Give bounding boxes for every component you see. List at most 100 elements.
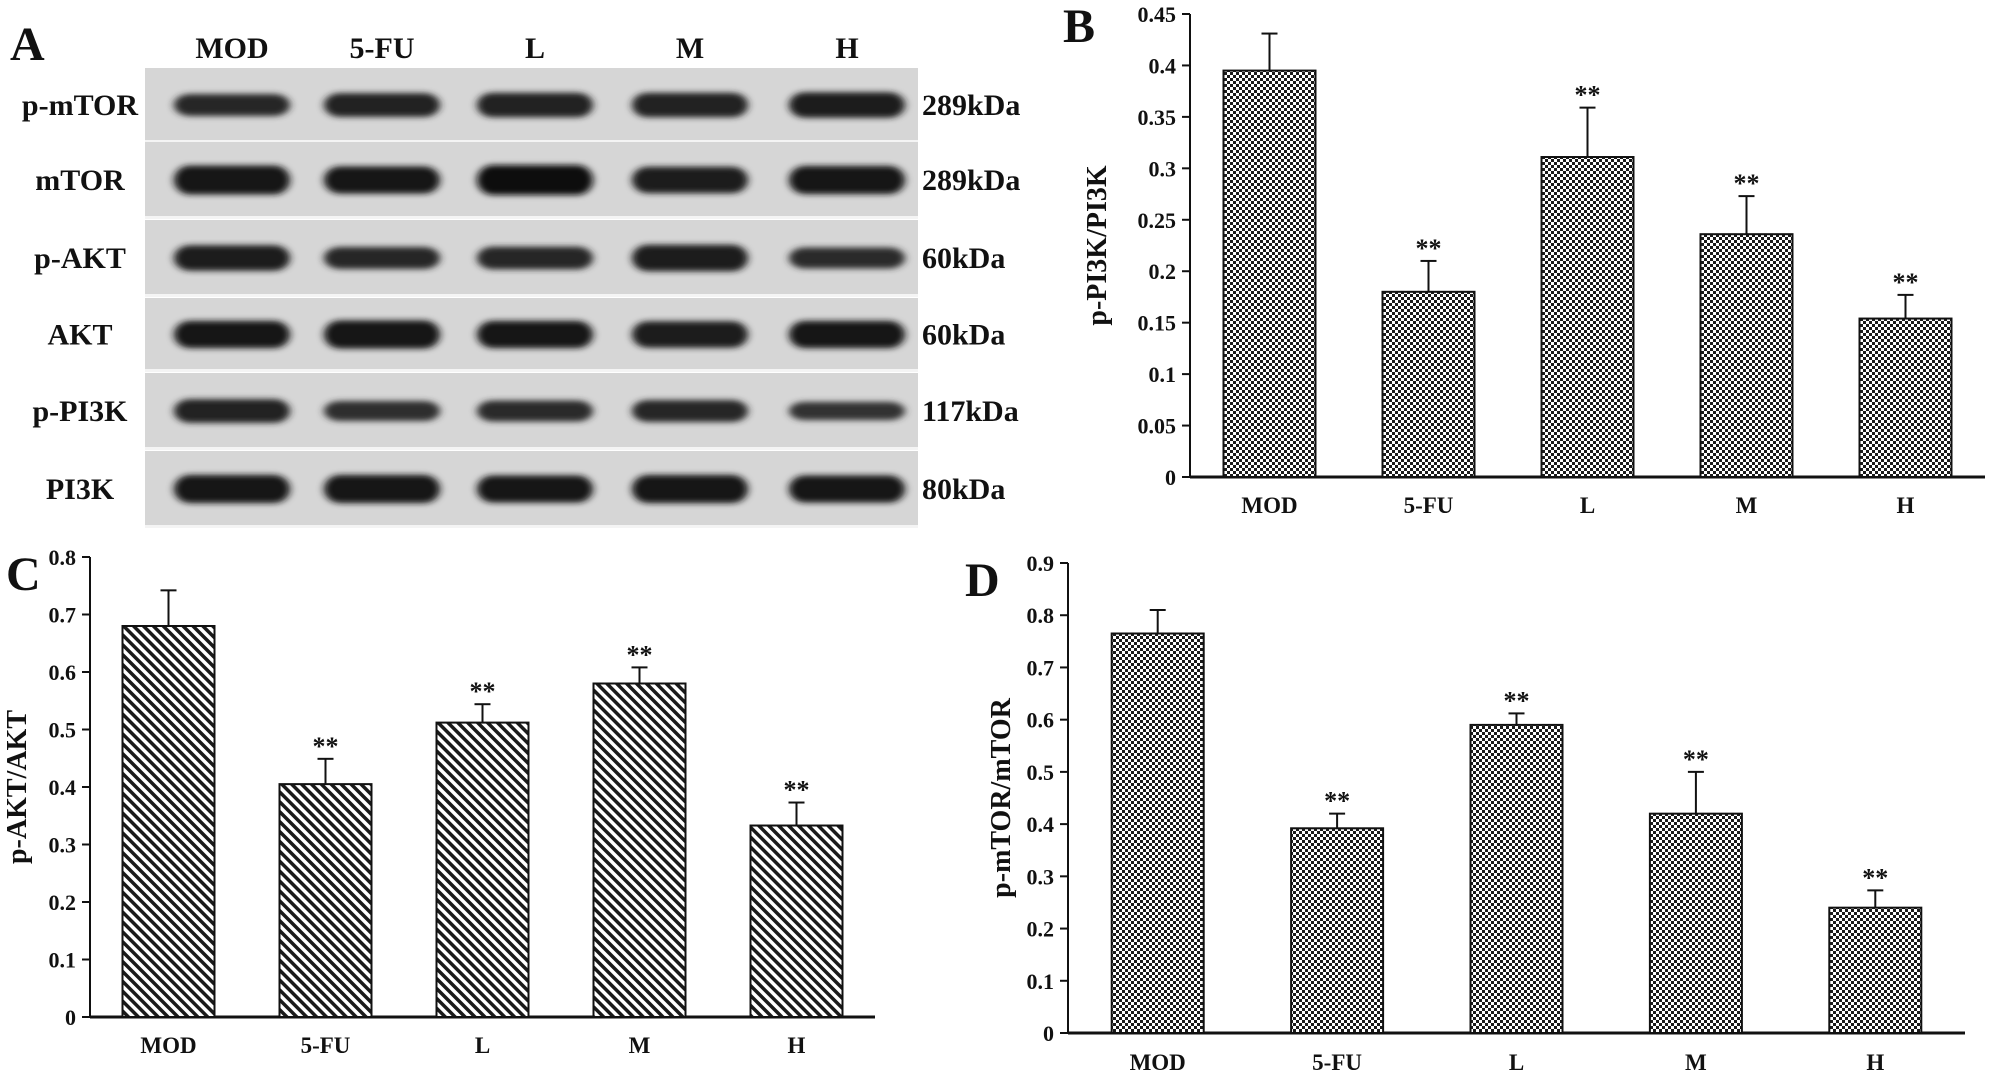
bar [1469,723,1564,1035]
blot-lane-label: H [835,32,858,65]
significance-label: ** [1683,745,1709,774]
blot-band [174,94,290,116]
significance-label: ** [470,677,496,706]
significance-label: ** [1734,169,1760,198]
blot-row-kda: 60kDa [922,319,1005,352]
blot-lane-label: 5-FU [350,32,415,65]
y-axis-label: p-PI3K/PI3K [1082,165,1113,325]
blot-row-label: mTOR [35,164,125,197]
blot-row-kda: 80kDa [922,473,1005,506]
y-tick-label: 0.4 [1027,812,1055,837]
y-tick-label: 0.4 [49,775,77,800]
y-axis-label: p-AKT/AKT [2,710,33,864]
bar [1828,906,1923,1035]
blot-row: p-AKT 60kDa [34,220,1005,297]
blot-band [477,475,593,503]
x-tick-label: 5-FU [301,1033,351,1058]
blot-band [324,400,440,422]
bar [278,783,373,1018]
panel-b: B 0 0.05 0.1 0.15 0.2 0.25 0.3 0.35 0.4 0.45 p-PI3… [1063,0,1985,518]
bar [435,721,530,1018]
bar [1222,69,1317,478]
bar [1858,317,1953,478]
x-tick-label: M [1736,493,1758,518]
panel-d: D 0 0.1 0.2 0.3 0.4 0.5 0.6 0.7 0.8 0.9 p-mTOR/mTO… [965,551,1965,1075]
blot-lane-labels: MOD 5-FU L M H [195,32,858,65]
y-tick-label: 0.05 [1138,414,1177,439]
significance-label: ** [784,776,810,805]
significance-label: ** [627,640,653,669]
y-tick-label: 0.8 [1027,603,1055,628]
panel-a: A MOD 5-FU L M H p-mTOR 289kDa mTOR 289kDa p-AKT… [10,18,1020,528]
bar [121,625,216,1018]
blot-band [632,474,748,504]
blot-row: PI3K 80kDa [46,451,1005,528]
y-tick-label: 0.8 [49,545,77,570]
significance-label: ** [313,732,339,761]
blot-band [324,474,440,504]
blot-row-divider [145,294,918,297]
chart-d: 0 0.1 0.2 0.3 0.4 0.5 0.6 0.7 0.8 0.9 p-mTOR/mTOR M… [986,551,1965,1075]
y-tick-label: 0.7 [49,603,77,628]
blot-band [632,166,748,194]
bar [1540,156,1635,478]
bar [1290,827,1385,1034]
panel-a-label: A [10,18,45,71]
blot-row-kda: 117kDa [922,395,1019,428]
y-tick-label: 0.1 [1027,969,1055,994]
blot-band [477,246,593,270]
x-tick-label: 5-FU [1404,493,1454,518]
blot-row-divider [145,369,918,372]
blot-row-kda: 289kDa [922,164,1020,197]
blot-band [174,399,290,423]
chart-b: 0 0.05 0.1 0.15 0.2 0.25 0.3 0.35 0.4 0.45 p-PI3K/… [1082,2,1985,518]
blot-band [477,400,593,422]
blot-band [477,92,593,118]
blot-band [632,400,748,422]
bar [1699,233,1794,478]
y-tick-label: 0.5 [1027,760,1055,785]
x-tick-label: H [788,1033,806,1058]
x-tick-label: MOD [1241,493,1297,518]
blot-band [324,320,440,349]
bar [749,824,844,1019]
y-tick-label: 0.25 [1138,208,1177,233]
panel-b-label: B [1063,0,1095,53]
blot-row-label: p-mTOR [22,89,138,122]
y-tick-label: 0.4 [1149,53,1177,78]
blot-row-divider [145,525,918,528]
y-tick-label: 0.3 [49,833,77,858]
panel-c-label: C [6,548,41,601]
significance-label: ** [1893,268,1919,297]
bar [592,682,687,1018]
blot-row-label: AKT [47,319,112,352]
blot-row-kda: 60kDa [922,242,1005,275]
x-tick-label: 5-FU [1312,1050,1362,1075]
x-tick-label: L [1509,1050,1524,1075]
y-tick-label: 0.6 [1027,708,1055,733]
y-axis-label: p-mTOR/mTOR [986,697,1017,897]
x-tick-label: H [1897,493,1915,518]
bar [1110,632,1205,1034]
blot-row: mTOR 289kDa [35,142,1020,219]
x-tick-label: H [1866,1050,1884,1075]
y-tick-label: 0 [65,1005,76,1030]
blot-band [174,320,290,349]
panel-c: C 0 0.1 0.2 0.3 0.4 0.5 0.6 0.7 0.8 p-AKT/AKT MOD *… [2,545,875,1058]
x-tick-label: L [1580,493,1595,518]
blot-band [789,401,905,421]
y-tick-label: 0.5 [49,718,77,743]
blot-row-divider [145,447,918,450]
blot-row: AKT 60kDa [47,298,1005,372]
blot-rows: p-mTOR 289kDa mTOR 289kDa p-AKT 60kDa AKT 60kDa… [22,68,1020,528]
blot-row-label: p-AKT [34,242,126,275]
blot-row-label: PI3K [46,473,115,506]
blot-band [477,165,593,195]
y-tick-label: 0.35 [1138,105,1177,130]
blot-band [477,320,593,349]
x-tick-label: M [629,1033,651,1058]
blot-row-divider [145,216,918,219]
y-tick-label: 0 [1043,1021,1054,1046]
bar [1648,812,1743,1035]
